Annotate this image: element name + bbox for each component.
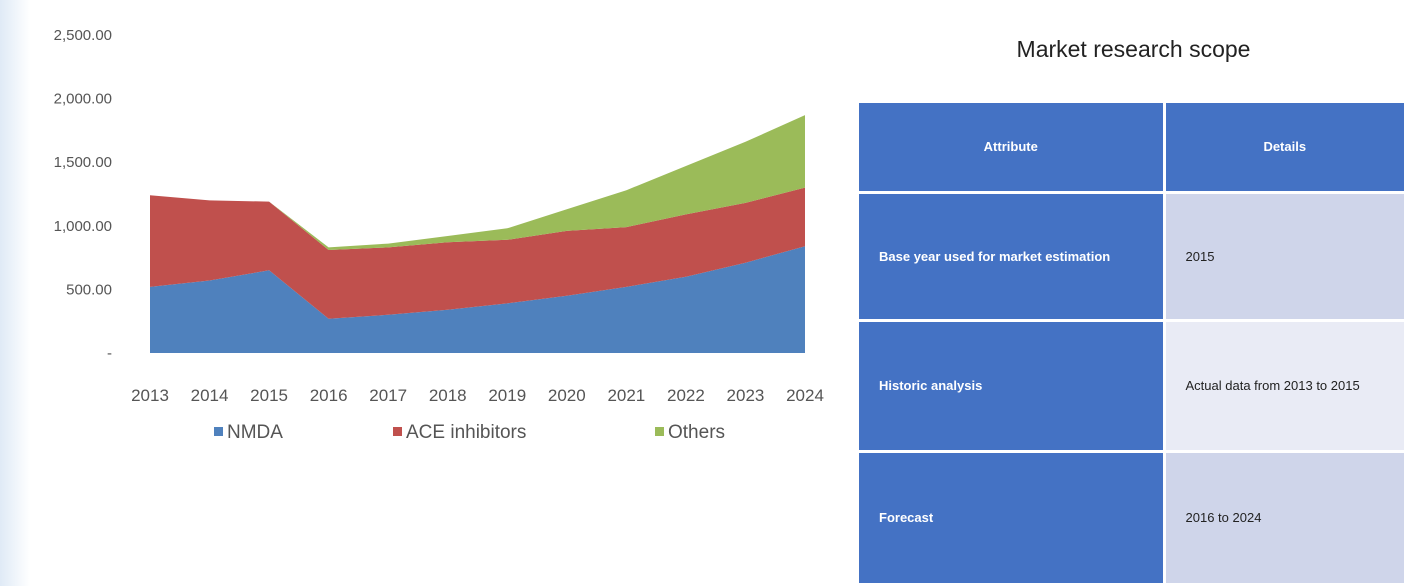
legend-swatch <box>214 427 223 436</box>
x-tick-label: 2024 <box>786 386 824 405</box>
y-tick-label: 2,500.00 <box>54 27 112 44</box>
row-attribute: Historic analysis <box>859 322 1163 450</box>
area-series-0 <box>150 246 805 353</box>
x-tick-label: 2023 <box>727 386 765 405</box>
header-details: Details <box>1165 103 1404 191</box>
legend-label: Others <box>668 422 725 443</box>
table-header-row: Attribute Details <box>859 103 1404 191</box>
x-tick-label: 2019 <box>488 386 526 405</box>
x-tick-label: 2016 <box>310 386 348 405</box>
y-tick-label: 2,000.00 <box>54 91 112 108</box>
x-tick-label: 2013 <box>131 386 169 405</box>
legend-label: ACE inhibitors <box>406 422 526 443</box>
row-attribute: Base year used for market estimation <box>859 194 1163 319</box>
table-row: Base year used for market estimation 201… <box>859 194 1404 319</box>
x-tick-label: 2017 <box>369 386 407 405</box>
y-tick-label: - <box>107 345 112 362</box>
x-tick-label: 2014 <box>191 386 229 405</box>
row-details: 2015 <box>1165 194 1404 319</box>
header-attribute: Attribute <box>859 103 1163 191</box>
row-attribute: Forecast <box>859 453 1163 583</box>
y-tick-label: 500.00 <box>66 281 112 298</box>
table-row: Forecast 2016 to 2024 <box>859 453 1404 583</box>
x-tick-label: 2015 <box>250 386 288 405</box>
x-tick-label: 2021 <box>607 386 645 405</box>
scope-table: Attribute Details Base year used for mar… <box>856 100 1407 586</box>
x-tick-label: 2020 <box>548 386 586 405</box>
x-tick-label: 2018 <box>429 386 467 405</box>
x-tick-label: 2022 <box>667 386 705 405</box>
legend-label: NMDA <box>227 422 283 443</box>
legend-swatch <box>393 427 402 436</box>
row-details: 2016 to 2024 <box>1165 453 1404 583</box>
row-details: Actual data from 2013 to 2015 <box>1165 322 1404 450</box>
y-tick-label: 1,000.00 <box>54 218 112 235</box>
area-chart: - 500.00 1,000.00 1,500.00 2,000.00 2,500.00 2… <box>54 27 824 443</box>
legend-swatch <box>655 427 664 436</box>
table-row: Historic analysis Actual data from 2013 … <box>859 322 1404 450</box>
y-tick-label: 1,500.00 <box>54 154 112 171</box>
scope-title: Market research scope <box>1016 36 1251 62</box>
area-series-1 <box>150 187 805 319</box>
area-series-2 <box>150 115 805 250</box>
